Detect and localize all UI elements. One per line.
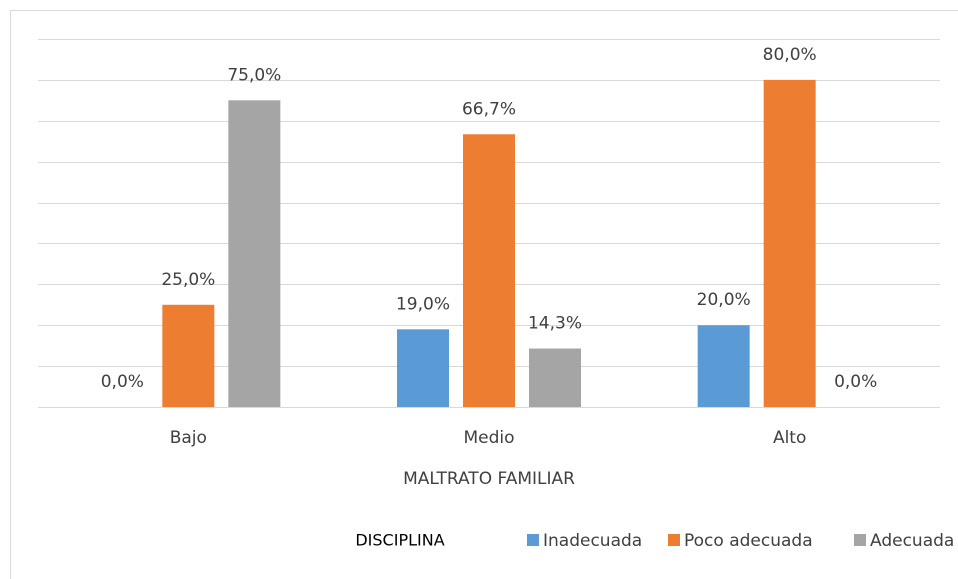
data-label: 14,3% — [528, 314, 582, 334]
bar — [697, 325, 750, 407]
data-label: 66,7% — [462, 99, 516, 119]
x-axis-title: MALTRATO FAMILIAR — [403, 469, 575, 489]
data-label: 75,0% — [227, 65, 281, 85]
legend-swatch — [854, 534, 866, 546]
x-tick-label: Bajo — [170, 428, 207, 448]
legend-swatch — [668, 534, 680, 546]
legend-label: Adecuada — [870, 531, 954, 551]
bar — [162, 304, 215, 407]
data-label: 19,0% — [396, 294, 450, 314]
data-label: 0,0% — [834, 372, 877, 392]
x-tick-label: Medio — [463, 428, 514, 448]
legend-swatch — [527, 534, 539, 546]
legend-label: Poco adecuada — [684, 531, 813, 551]
bar — [529, 348, 581, 407]
bar — [397, 329, 449, 407]
data-label: 20,0% — [697, 290, 751, 310]
bar — [763, 79, 816, 407]
data-label: 0,0% — [101, 372, 144, 392]
legend-title: DISCIPLINA — [355, 531, 444, 550]
data-label: 80,0% — [763, 45, 817, 65]
data-label: 25,0% — [161, 270, 215, 290]
x-tick-label: Alto — [773, 428, 806, 448]
bar — [463, 134, 515, 407]
legend-label: Inadecuada — [543, 531, 642, 551]
bar — [228, 100, 281, 407]
